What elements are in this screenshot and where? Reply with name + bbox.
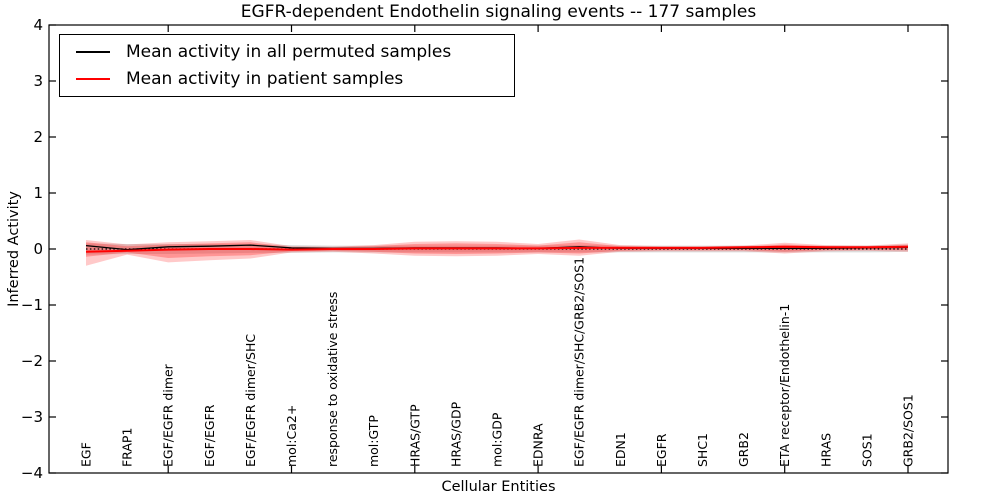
y-tick-label: 2 [33,128,43,146]
x-category-label: HRAS/GDP [448,401,463,467]
x-category-label: mol:GTP [366,415,381,467]
x-category-label: mol:Ca2+ [284,405,299,467]
y-tick-label: −1 [21,296,43,314]
y-tick-label: −4 [21,464,43,482]
x-category-label: EGF/EGFR [202,404,217,467]
x-category-label: ETA receptor/Endothelin-1 [777,304,792,467]
x-category-label: response to oxidative stress [325,292,340,467]
x-category-label: EDN1 [613,432,628,467]
legend-label-patient: Mean activity in patient samples [126,68,404,89]
x-category-label: EGF/EGFR dimer/SHC [243,334,258,467]
y-tick-label: 0 [33,240,43,258]
x-category-label: EGF/EGFR dimer/SHC/GRB2/SOS1 [572,257,587,467]
patient-samples-band-inner [86,242,908,258]
patient-line-swatch [76,77,110,80]
y-tick-label: 1 [33,184,43,202]
x-category-label: HRAS [818,433,833,467]
y-tick-label: −2 [21,352,43,370]
x-category-label: HRAS/GTP [407,404,422,467]
x-category-label: GRB2 [736,432,751,467]
x-category-label: mol:GDP [490,412,505,467]
patient-mean-line [85,245,909,253]
y-tick-label: 4 [33,16,43,34]
x-category-label: EDNRA [531,423,546,467]
y-tick-label: 3 [33,72,43,90]
y-tick-label: −3 [21,408,43,426]
x-category-label: SOS1 [859,433,874,467]
legend: Mean activity in all permuted samples Me… [59,34,515,97]
x-axis-label: Cellular Entities [441,479,556,495]
permuted-line-swatch [76,51,110,54]
x-category-label: GRB2/SOS1 [901,394,916,467]
x-category-label: EGF [79,442,94,467]
x-category-label: FRAP1 [120,428,135,467]
x-category-label: EGFR [654,433,669,467]
y-axis-label: Inferred Activity [6,191,22,307]
chart-title: EGFR-dependent Endothelin signaling even… [240,2,757,22]
patient-samples-band-outer [86,239,908,266]
x-category-label: EGF/EGFR dimer [161,363,176,467]
legend-entry-permuted: Mean activity in all permuted samples [60,40,514,64]
legend-entry-patient: Mean activity in patient samples [60,67,514,91]
x-category-label: SHC1 [695,433,710,467]
legend-label-permuted: Mean activity in all permuted samples [126,42,452,63]
